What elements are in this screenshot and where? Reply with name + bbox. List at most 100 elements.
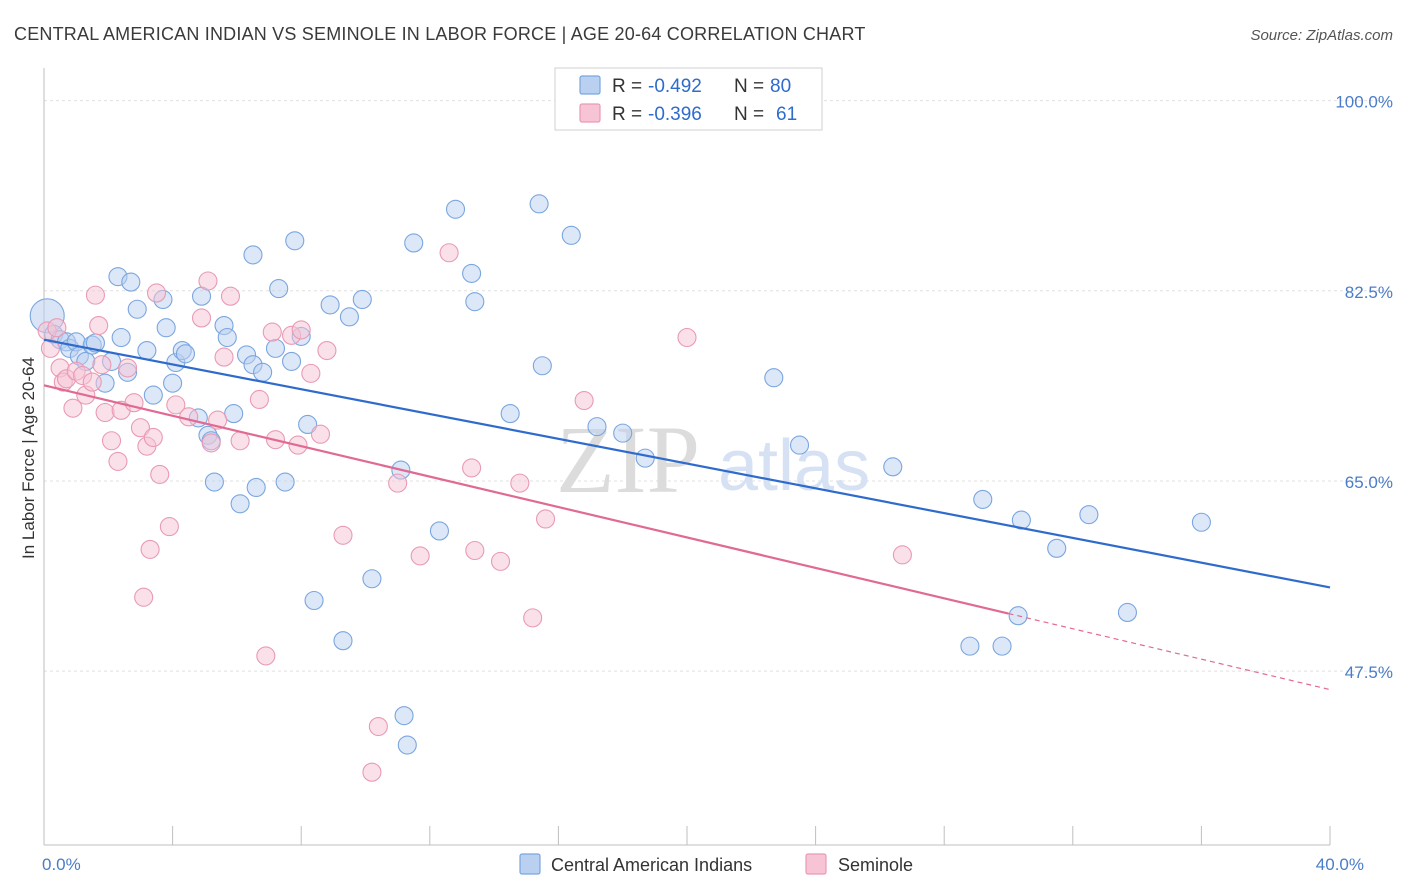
point-seminole-28	[166, 395, 186, 415]
y-axis-label: In Labor Force | Age 20-64	[19, 357, 38, 559]
trend-line-central-american-indians	[43, 338, 1331, 589]
bottom-legend-swatch-blue	[519, 853, 541, 875]
point-central-american-indians-62	[532, 356, 552, 376]
y-tick-label-3: 47.5%	[1345, 663, 1393, 682]
legend-n-label-1: N =	[734, 76, 764, 97]
point-central-american-indians-17	[137, 340, 157, 361]
point-seminole-37	[249, 389, 269, 409]
point-central-american-indians-65	[613, 423, 633, 443]
point-seminole-60	[677, 327, 697, 348]
point-seminole-6	[63, 398, 83, 418]
point-seminole-55	[490, 551, 511, 571]
point-seminole-26	[150, 464, 170, 484]
point-seminole-58	[535, 509, 556, 529]
point-central-american-indians-15	[121, 272, 141, 292]
point-central-american-indians-58	[462, 263, 482, 283]
point-seminole-15	[101, 431, 122, 451]
point-seminole-11	[85, 285, 105, 305]
point-seminole-14	[95, 402, 115, 423]
point-seminole-50	[388, 473, 408, 493]
point-central-american-indians-43	[285, 231, 305, 251]
point-central-american-indians-69	[883, 457, 903, 477]
point-central-american-indians-57	[445, 199, 466, 219]
point-central-american-indians-37	[246, 477, 266, 498]
point-seminole-38	[256, 646, 276, 666]
x-tick-label-1: 40.0%	[1316, 855, 1364, 874]
point-central-american-indians-21	[163, 373, 183, 393]
point-seminole-10	[82, 372, 102, 392]
point-seminole-51	[410, 546, 430, 566]
point-seminole-45	[310, 424, 331, 444]
point-seminole-44	[301, 363, 321, 383]
point-central-american-indians-31	[217, 327, 237, 348]
point-central-american-indians-55	[404, 233, 424, 253]
point-seminole-16	[108, 451, 128, 471]
legend: R = -0.492 N = 80 R = -0.396 N = 61	[554, 67, 823, 131]
watermark-zip-text: ZIP	[556, 406, 700, 513]
point-seminole-29	[179, 407, 199, 427]
point-seminole-59	[574, 390, 594, 411]
y-tick-labels: 100.0% 82.5% 65.0% 47.5%	[1335, 93, 1393, 683]
axes	[43, 68, 1331, 846]
point-central-american-indians-53	[394, 706, 414, 726]
point-seminole-32	[201, 433, 221, 453]
x-tick-label-0: 0.0%	[42, 855, 81, 874]
point-seminole-23	[140, 539, 160, 559]
point-seminole-2	[47, 318, 67, 338]
point-central-american-indians-59	[465, 292, 485, 312]
legend-r-value-1: -0.492	[648, 76, 702, 97]
watermark: ZIP atlas	[556, 406, 870, 513]
point-central-american-indians-61	[529, 194, 549, 214]
y-tick-label-1: 82.5%	[1345, 283, 1393, 302]
y-tick-label-2: 65.0%	[1345, 473, 1393, 492]
point-central-american-indians-54	[397, 735, 417, 755]
bottom-legend-label-1: Central American Indians	[551, 855, 752, 875]
bottom-legend-swatch-pink	[805, 853, 827, 875]
point-seminole-20	[130, 418, 150, 438]
point-central-american-indians-32	[224, 404, 244, 424]
point-central-american-indians-36	[243, 245, 263, 265]
point-seminole-12	[89, 316, 109, 336]
point-central-american-indians-70	[960, 636, 980, 656]
grid-lines	[44, 100, 1392, 672]
point-seminole-18	[118, 358, 138, 378]
point-central-american-indians-78	[1191, 512, 1211, 532]
legend-r-label-1: R =	[612, 76, 642, 97]
point-central-american-indians-56	[429, 521, 449, 541]
point-central-american-indians-20	[156, 318, 176, 338]
legend-n-value-2: 61	[776, 104, 797, 125]
legend-r-value-2: -0.396	[648, 104, 702, 125]
point-central-american-indians-33	[230, 494, 250, 514]
point-seminole-61	[892, 545, 912, 565]
point-seminole-53	[462, 458, 482, 478]
point-central-american-indians-18	[143, 385, 163, 405]
chart-title: CENTRAL AMERICAN INDIAN VS SEMINOLE IN L…	[14, 24, 866, 44]
legend-n-label-2: N =	[734, 104, 764, 125]
point-seminole-13	[92, 355, 112, 375]
point-central-american-indians-64	[587, 417, 607, 437]
legend-r-label-2: R =	[612, 104, 642, 125]
point-seminole-56	[510, 473, 530, 493]
point-central-american-indians-50	[352, 289, 372, 310]
legend-swatch-pink	[579, 103, 601, 123]
point-central-american-indians-66	[635, 448, 655, 468]
point-central-american-indians-42	[282, 351, 302, 371]
point-central-american-indians-38	[253, 362, 273, 382]
point-seminole-30	[191, 308, 212, 328]
point-central-american-indians-41	[275, 472, 295, 492]
bottom-legend-label-2: Seminole	[838, 855, 913, 875]
point-seminole-46	[317, 340, 337, 361]
point-central-american-indians-72	[992, 636, 1012, 656]
point-central-american-indians-46	[304, 590, 324, 611]
y-tick-label-0: 100.0%	[1335, 93, 1393, 112]
point-seminole-25	[146, 283, 167, 303]
point-seminole-39	[262, 322, 282, 342]
trend-lines	[43, 338, 1331, 691]
point-seminole-48	[362, 762, 382, 782]
point-seminole-34	[214, 347, 234, 367]
point-seminole-31	[198, 271, 218, 291]
point-seminole-49	[368, 716, 388, 737]
point-central-american-indians-76	[1079, 505, 1099, 525]
point-central-american-indians-39	[265, 338, 286, 358]
